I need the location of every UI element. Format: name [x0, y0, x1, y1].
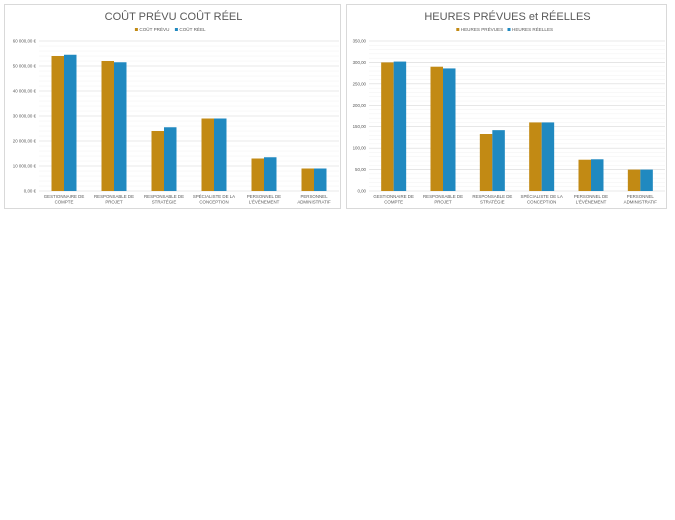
- y-tick-label: 0,00 €: [24, 189, 37, 194]
- y-tick-label: 100,00: [353, 146, 367, 151]
- x-category-label: GESTIONNAIRE DE: [373, 194, 414, 199]
- cost-chart-panel: COÛT PRÉVU COÛT RÉEL COÛT PRÉVU COÛT RÉEL 0…: [4, 4, 341, 209]
- bar-planned: [51, 56, 64, 191]
- bar-actual: [393, 61, 407, 192]
- bar-planned: [529, 122, 542, 191]
- x-category-label: CONCEPTION: [199, 200, 228, 205]
- chart-title: HEURES PRÉVUES et RÉELLES: [424, 10, 590, 23]
- chart-title: COÛT PRÉVU COÛT RÉEL: [105, 10, 243, 23]
- legend-label: COÛT RÉEL: [179, 26, 206, 32]
- x-category-label: RESPONSABLE DE: [423, 194, 463, 199]
- hours-chart: HEURES PRÉVUES et RÉELLES HEURES PRÉVUES H…: [353, 10, 665, 205]
- y-tick-label: 40 000,00 €: [13, 89, 37, 94]
- x-category-label: STRATÉGIE: [152, 200, 177, 205]
- cost-chart: COÛT PRÉVU COÛT RÉEL COÛT PRÉVU COÛT RÉEL 0…: [13, 10, 339, 205]
- bar-planned: [381, 62, 394, 191]
- bar-actual: [541, 122, 555, 191]
- x-category-label: RESPONSABLE DE: [472, 194, 512, 199]
- x-category-label: SPÉCIALISTE DE LA: [521, 194, 563, 199]
- y-tick-label: 200,00: [353, 103, 367, 108]
- x-category-label: PERSONNEL: [300, 194, 328, 199]
- x-category-label: PROJET: [105, 200, 123, 205]
- bar-planned: [201, 118, 214, 191]
- x-category-label: CONCEPTION: [527, 200, 556, 205]
- legend-swatch: [507, 28, 511, 31]
- y-tick-label: 350,00: [353, 39, 367, 44]
- bar-planned: [251, 158, 264, 191]
- x-category-label: PERSONNEL: [627, 194, 655, 199]
- bar-actual: [640, 169, 653, 191]
- x-category-label: ADMINISTRATIF: [624, 200, 658, 205]
- x-category-label: L'ÉVÉNEMENT: [249, 200, 280, 205]
- x-category-label: L'ÉVÉNEMENT: [576, 200, 607, 205]
- bar-planned: [578, 159, 591, 191]
- x-category-label: PERSONNEL DE: [247, 194, 281, 199]
- bar-actual: [114, 62, 127, 191]
- y-tick-label: 300,00: [353, 60, 367, 65]
- legend-label: COÛT PRÉVU: [139, 26, 169, 32]
- y-tick-label: 0,00: [357, 189, 366, 194]
- bar-planned: [627, 169, 641, 191]
- x-category-label: ADMINISTRATIF: [297, 200, 331, 205]
- x-category-label: PROJET: [434, 200, 452, 205]
- x-category-label: STRATÉGIE: [480, 200, 505, 205]
- x-category-label: GESTIONNAIRE DE: [44, 194, 85, 199]
- legend-swatch: [456, 28, 460, 31]
- bar-actual: [214, 118, 227, 191]
- bar-actual: [64, 54, 77, 191]
- y-tick-label: 30 000,00 €: [13, 114, 37, 119]
- bar-actual: [264, 157, 277, 191]
- y-tick-label: 50 000,00 €: [13, 64, 37, 69]
- x-category-label: PERSONNEL DE: [574, 194, 608, 199]
- bar-actual: [591, 159, 604, 191]
- bar-actual: [164, 127, 177, 191]
- legend-swatch: [174, 28, 178, 31]
- legend-label: HEURES PRÉVUES: [461, 26, 503, 32]
- bar-planned: [301, 168, 314, 191]
- x-category-label: RESPONSABLE DE: [144, 194, 184, 199]
- hours-chart-panel: HEURES PRÉVUES et RÉELLES HEURES PRÉVUES H…: [346, 4, 667, 209]
- x-category-label: SPÉCIALISTE DE LA: [193, 194, 235, 199]
- bar-planned: [151, 131, 164, 191]
- bar-planned: [479, 134, 493, 191]
- y-tick-label: 60 000,00 €: [13, 39, 37, 44]
- legend-swatch: [134, 28, 138, 31]
- bar-actual: [492, 130, 505, 191]
- bar-planned: [430, 66, 443, 191]
- bar-planned: [101, 61, 114, 191]
- y-tick-label: 50,00: [355, 167, 367, 172]
- bar-actual: [443, 68, 456, 191]
- y-tick-label: 20 000,00 €: [13, 139, 37, 144]
- x-category-label: RESPONSABLE DE: [94, 194, 134, 199]
- y-tick-label: 10 000,00 €: [13, 164, 37, 169]
- legend-label: HEURES RÉELLES: [512, 26, 553, 32]
- bar-actual: [314, 168, 327, 191]
- x-category-label: COMPTE: [384, 200, 403, 205]
- x-category-label: COMPTE: [55, 200, 74, 205]
- y-tick-label: 250,00: [353, 81, 367, 86]
- y-tick-label: 150,00: [353, 124, 367, 129]
